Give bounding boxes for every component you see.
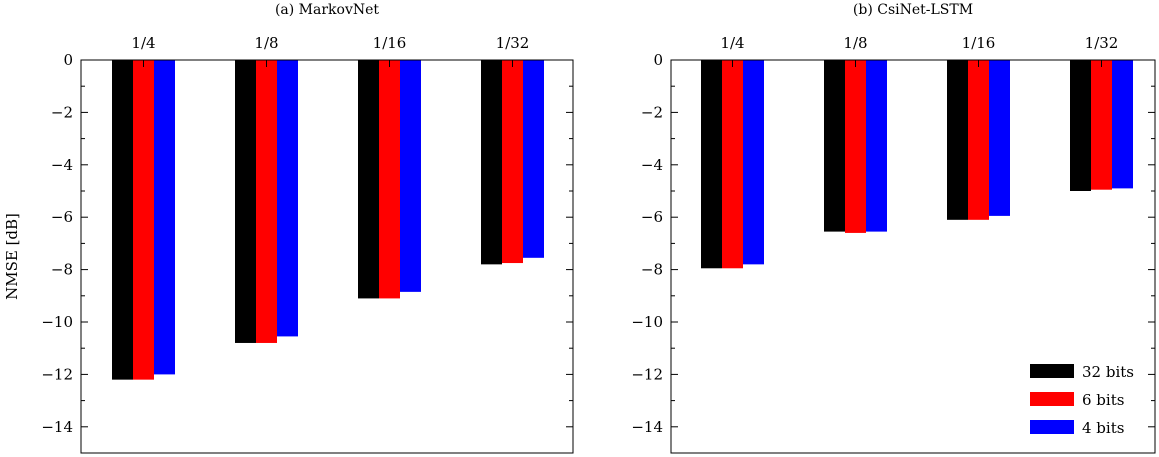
- bar-6-bits-1-32: [502, 60, 523, 264]
- legend-label: 6 bits: [1082, 391, 1124, 409]
- x-tick-label: 1/4: [131, 34, 155, 52]
- x-tick-label: 1/32: [1085, 34, 1119, 52]
- chart-title: (a) MarkovNet: [275, 2, 379, 18]
- bar-6-bits-1-16: [968, 60, 989, 220]
- panel-csinet-lstm: (b) CsiNet-LSTM 1/4 1/8 1/16 1/32 0 −2 −4 −6 −8 −1…: [631, 2, 1156, 454]
- y-tick-label: −10: [41, 313, 73, 331]
- y-tick-label: −2: [641, 103, 663, 121]
- y-tick-label: 0: [63, 51, 73, 69]
- plot-frame: [80, 59, 574, 454]
- legend-label: 4 bits: [1082, 419, 1124, 437]
- y-tick-label: −8: [641, 261, 663, 279]
- bar-32-bits-1-4: [112, 60, 133, 380]
- bar-4-bits-1-32: [1112, 60, 1133, 189]
- x-tick-label: 1/8: [843, 34, 867, 52]
- bar-32-bits-1-32: [1070, 60, 1091, 191]
- y-axis-label: NMSE [dB]: [3, 213, 21, 300]
- bar-4-bits-1-16: [989, 60, 1010, 216]
- y-tick-label: −12: [41, 365, 73, 383]
- bar-4-bits-1-4: [743, 60, 764, 265]
- y-tick-label: −12: [631, 365, 663, 383]
- bar-6-bits-1-32: [1091, 60, 1112, 190]
- x-tick-label: 1/16: [373, 34, 407, 52]
- bar-6-bits-1-16: [379, 60, 400, 299]
- y-tick-label: −4: [641, 156, 663, 174]
- chart-title: (b) CsiNet-LSTM: [853, 2, 973, 18]
- bar-32-bits-1-8: [235, 60, 256, 343]
- bar-32-bits-1-16: [358, 60, 379, 299]
- panel-markovnet: (a) MarkovNet NMSE [dB] 1/4 1/8 1/16 1/32 0 −2 −…: [3, 2, 574, 454]
- bar-4-bits-1-8: [277, 60, 298, 337]
- y-tick-label: −6: [641, 208, 663, 226]
- bar-6-bits-1-8: [256, 60, 277, 343]
- bar-6-bits-1-4: [722, 60, 743, 269]
- legend-swatch: [1030, 364, 1074, 378]
- bar-6-bits-1-8: [845, 60, 866, 233]
- legend-swatch: [1030, 420, 1074, 434]
- y-tick-label: −8: [51, 261, 73, 279]
- x-tick-label: 1/32: [496, 34, 530, 52]
- bar-4-bits-1-4: [154, 60, 175, 375]
- bar-4-bits-1-8: [866, 60, 887, 232]
- bar-4-bits-1-16: [400, 60, 421, 292]
- y-tick-label: −14: [41, 418, 73, 436]
- y-tick-label: −10: [631, 313, 663, 331]
- y-tick-label: −4: [51, 156, 73, 174]
- bar-32-bits-1-32: [481, 60, 502, 265]
- x-tick-label: 1/4: [720, 34, 744, 52]
- plot-frame: [670, 59, 1156, 454]
- x-tick-label: 1/8: [254, 34, 278, 52]
- legend-label: 32 bits: [1082, 363, 1134, 381]
- bar-6-bits-1-4: [133, 60, 154, 380]
- x-tick-label: 1/16: [962, 34, 996, 52]
- legend-swatch: [1030, 392, 1074, 406]
- y-tick-label: −2: [51, 103, 73, 121]
- bar-32-bits-1-8: [824, 60, 845, 232]
- y-tick-label: −6: [51, 208, 73, 226]
- bar-4-bits-1-32: [523, 60, 544, 258]
- bar-32-bits-1-4: [701, 60, 722, 269]
- y-tick-label: −14: [631, 418, 663, 436]
- bar-32-bits-1-16: [947, 60, 968, 220]
- y-tick-label: 0: [653, 51, 663, 69]
